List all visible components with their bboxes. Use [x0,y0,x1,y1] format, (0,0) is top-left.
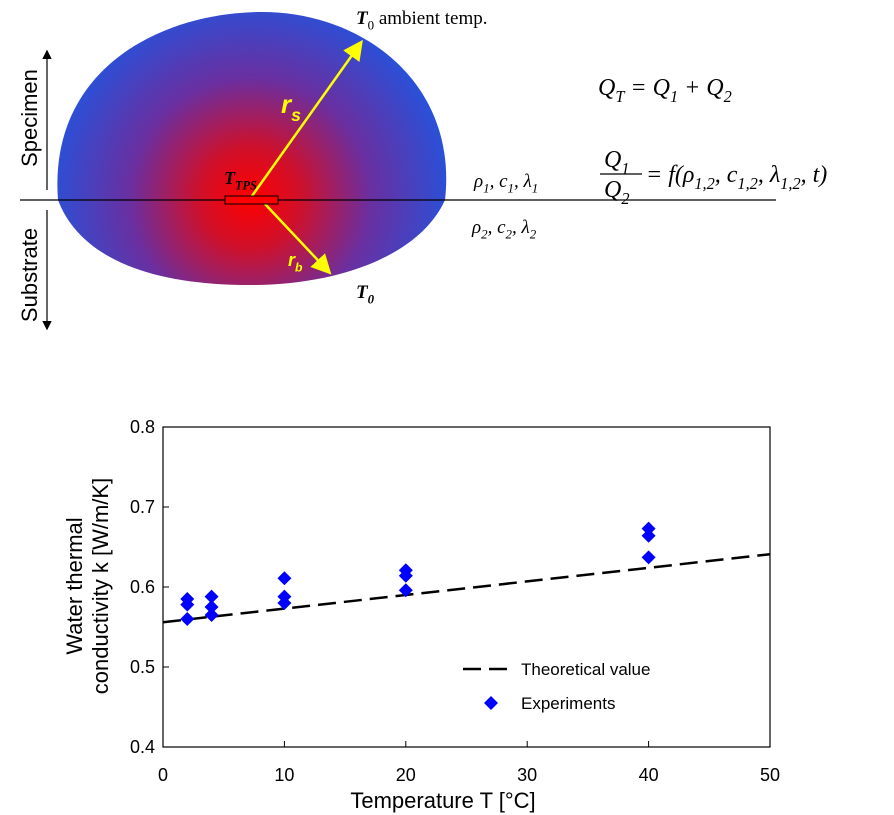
ambient-label: T0 ambient temp. [356,8,488,33]
props-specimen-part: 1 [483,181,489,196]
equation-ratio-part: , λ [758,162,780,188]
props-specimen-part: , c [490,171,509,192]
bottom-t0-label-part: 0 [368,292,375,307]
heat-dome [57,12,447,285]
equation-denominator: Q2 [604,177,630,208]
y-tick-label: 0.6 [130,577,155,597]
bottom-t0-label-part: T [356,282,369,303]
specimen-label: Specimen [17,69,42,167]
theory-line [162,552,771,624]
experiment-point [641,528,656,543]
x-tick-label: 50 [760,765,780,785]
experiment-point [204,608,219,622]
bottom-t0-label: T0 [356,282,375,307]
equation-numerator-part: 1 [621,159,629,178]
rs-label: rs [281,89,301,125]
experiment-point [277,571,292,586]
props-specimen: ρ1, c1, λ1 [473,171,538,196]
sensor-label-part: T [224,168,236,188]
ambient-label-part: ambient temp. [374,8,487,29]
sensor [224,195,279,205]
equation-denominator-part: 2 [621,189,629,208]
equation-ratio: = f(ρ1,2, c1,2, λ1,2, t) [646,162,827,193]
props-substrate-part: 2 [481,227,488,242]
experiment-point [204,600,219,614]
ambient-label-part: 0 [368,18,374,33]
props-substrate: ρ2, c2, λ2 [471,217,537,242]
props-substrate-part: 2 [506,227,513,242]
sensor-label-part: TPS [235,178,257,192]
legend-marker [484,696,498,710]
props-specimen-part: ρ [473,171,483,192]
substrate-label: Substrate [17,228,42,322]
props-substrate-part: , c [488,217,507,238]
experiment-point [204,589,219,604]
experiment-point [180,597,195,612]
x-tick-label: 40 [639,765,659,785]
x-tick-label: 0 [158,765,168,785]
rs-label-part: r [281,89,293,119]
equation-total-part: 1 [670,87,678,106]
equation-ratio-part: 1,2 [780,174,800,193]
y-axis-label: Water thermal [62,517,87,654]
legend-label: Theoretical value [521,660,650,679]
rb-label: rb [288,250,303,274]
props-substrate-part: , λ [512,217,530,238]
equation-total-part: 2 [724,87,732,106]
props-substrate-part: 2 [530,227,537,242]
equation-numerator-part: Q [604,147,621,173]
equation-total-part: = Q [624,75,670,101]
substrate-radius-arrow [264,203,332,275]
experiment-point [277,596,292,610]
legend-label: Experiments [521,694,615,713]
chart-frame [162,426,771,748]
props-substrate-part: ρ [471,217,481,238]
y-tick-label: 0.7 [130,497,155,517]
equation-ratio-part: 1,2 [694,174,714,193]
experiment-point [641,521,656,536]
props-specimen-part: 1 [532,181,538,196]
y-tick-label: 0.8 [130,417,155,437]
equation-ratio-part: 1,2 [737,174,757,193]
equation-ratio-part: , t) [801,162,828,188]
experiment-point [398,568,413,583]
equation-total-part: T [615,87,626,106]
equation-total-part: Q [598,75,615,101]
experiment-point [641,550,656,565]
equation-numerator: Q1 [604,147,630,178]
x-tick-label: 30 [517,765,537,785]
x-tick-label: 20 [396,765,416,785]
y-axis-label: conductivity k [W/m/K] [88,478,113,694]
specimen-radius-arrow [250,39,363,197]
experiment-point [398,583,413,598]
rb-label-part: b [295,260,303,274]
sensor-label: TTPS [224,168,257,192]
equation-ratio-part: = f(ρ [646,162,694,188]
y-tick-label: 0.4 [130,737,155,757]
rs-label-part: s [291,105,301,125]
rb-label-part: r [288,250,296,270]
props-specimen-part: 1 [508,181,514,196]
x-axis-label: Temperature T [°C] [350,788,535,813]
experiment-point [180,612,195,626]
equation-denominator-part: Q [604,177,621,203]
equation-total: QT = Q1 + Q2 [598,75,732,106]
equation-ratio-part: , c [715,162,738,188]
ambient-label-part: T [356,8,369,29]
y-tick-label: 0.5 [130,657,155,677]
x-tick-label: 10 [274,765,294,785]
equation-total-part: + Q [678,75,724,101]
props-specimen-part: , λ [514,171,532,192]
